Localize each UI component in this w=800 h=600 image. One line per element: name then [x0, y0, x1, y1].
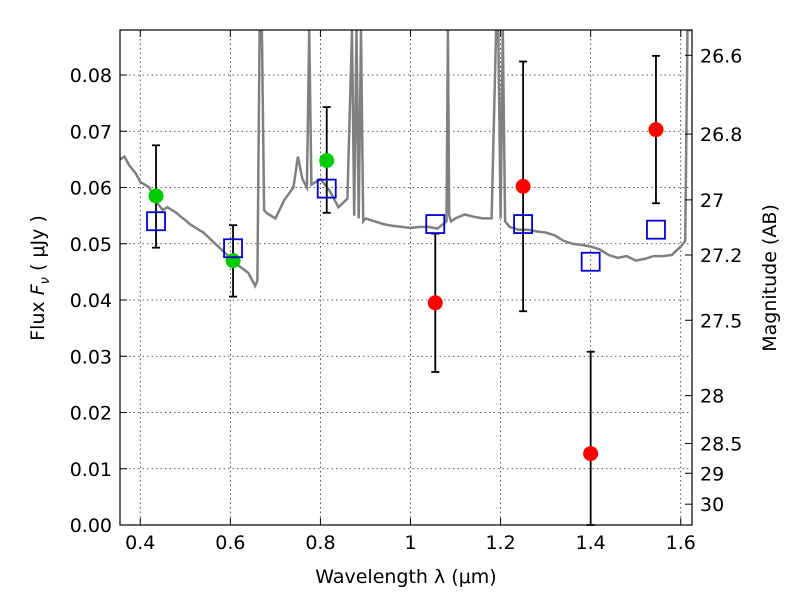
- x-axis-label: Wavelength λ (μm): [315, 566, 496, 588]
- model-point: [223, 238, 243, 259]
- data-point: [427, 295, 443, 311]
- y-tick-label: 0.02: [70, 403, 112, 425]
- y-tick-label: 0.06: [70, 178, 112, 200]
- right-tick-label: 26.6: [700, 45, 742, 67]
- x-tick-label: 0.6: [215, 532, 245, 554]
- model-point: [425, 214, 446, 234]
- data-point: [648, 122, 664, 138]
- x-tick-label: 1.6: [666, 532, 696, 554]
- model-point: [316, 178, 337, 199]
- grid-lines: [120, 30, 692, 526]
- x-tick-label: 1.2: [485, 532, 515, 554]
- model-spectrum-line: [120, 30, 692, 289]
- right-tick-label: 28.5: [700, 433, 742, 455]
- model-point: [580, 251, 601, 272]
- right-tick-label: 27.2: [700, 245, 742, 267]
- model-point: [146, 211, 166, 232]
- x-tick-label: 0.8: [305, 532, 335, 554]
- data-point: [148, 188, 164, 204]
- y-tick-label: 0.00: [70, 515, 112, 537]
- right-axis-label: Magnitude (AB): [759, 204, 781, 352]
- y-axis-label: Flux Fν ( μJy ): [27, 215, 53, 341]
- y-tick-label: 0.03: [70, 346, 112, 368]
- y-tick-label: 0.01: [70, 459, 112, 481]
- right-tick-label: 27: [700, 190, 724, 212]
- data-point: [319, 153, 335, 168]
- axis-ticks: 0.4 0.6 0.8 1 1.2 1.4 1.6 0.00 0.01 0.02 0.03 0.04 0…: [70, 30, 742, 554]
- plot-frame: [119, 29, 693, 526]
- y-tick-label: 0.05: [70, 234, 112, 256]
- y-tick-label: 0.08: [70, 65, 112, 87]
- y-tick-label: 0.07: [70, 121, 112, 143]
- right-tick-label: 30: [700, 494, 724, 516]
- right-tick-label: 26.8: [700, 124, 742, 146]
- right-tick-label: 28: [700, 386, 724, 408]
- model-spectrum-layer: [120, 30, 692, 289]
- right-tick-label: 27.5: [700, 310, 742, 332]
- data-point: [583, 446, 599, 462]
- y-tick-label: 0.04: [70, 290, 112, 312]
- right-tick-label: 29: [700, 463, 724, 485]
- x-tick-label: 1: [404, 532, 416, 554]
- data-point: [515, 178, 531, 194]
- model-point: [513, 214, 534, 234]
- x-tick-label: 0.4: [125, 532, 155, 554]
- data-markers-layer: [146, 122, 666, 462]
- model-point: [646, 219, 666, 240]
- data-point: [225, 253, 241, 269]
- x-tick-label: 1.4: [576, 532, 606, 554]
